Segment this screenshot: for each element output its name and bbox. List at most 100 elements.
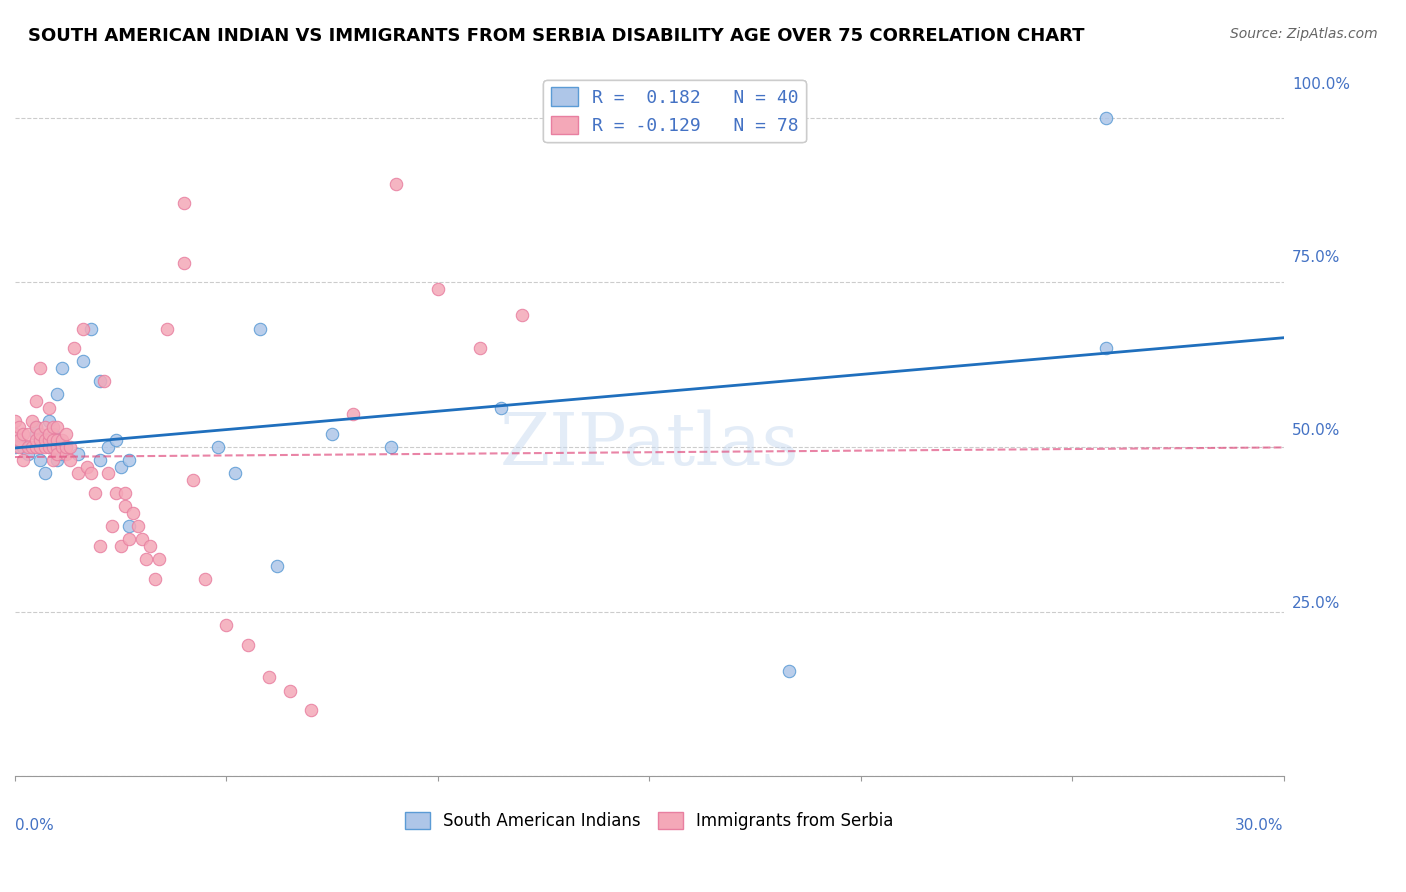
Point [55, 426, 77, 441]
Point [38, 434, 60, 448]
Point [55, 447, 77, 461]
Text: 50.0%: 50.0% [1292, 423, 1340, 438]
Point [46, 453, 69, 467]
Point [114, 500, 136, 514]
Point [8, 420, 31, 434]
Point [249, 321, 271, 335]
Point [13, 453, 35, 467]
Point [89, 539, 111, 553]
Point [21, 414, 44, 428]
Point [101, 519, 124, 533]
Point [127, 519, 149, 533]
Point [30, 426, 52, 441]
Point [67, 447, 90, 461]
Point [118, 519, 141, 533]
Point [89, 374, 111, 388]
Point [89, 453, 111, 467]
Text: 100.0%: 100.0% [1292, 78, 1350, 93]
Point [13, 440, 35, 454]
Point [38, 426, 60, 441]
Point [173, 196, 195, 211]
Point [97, 467, 120, 481]
Point [8, 440, 31, 454]
Point [80, 321, 103, 335]
Point [139, 539, 162, 553]
Point [468, 341, 491, 355]
Point [110, 459, 132, 474]
Point [38, 434, 60, 448]
Point [38, 401, 60, 415]
Point [278, 683, 301, 698]
Point [42, 434, 65, 448]
Point [34, 467, 56, 481]
Point [156, 321, 179, 335]
Point [21, 440, 44, 454]
Point [1095, 111, 1118, 125]
Point [8, 434, 31, 448]
Text: 25.0%: 25.0% [1292, 596, 1340, 611]
Point [236, 638, 259, 652]
Point [321, 426, 343, 441]
Point [266, 558, 288, 573]
Point [25, 393, 48, 408]
Point [114, 486, 136, 500]
Point [30, 440, 52, 454]
Point [38, 440, 60, 454]
Point [34, 440, 56, 454]
Point [17, 426, 39, 441]
Text: 0.0%: 0.0% [15, 818, 53, 832]
Point [25, 420, 48, 434]
Point [380, 440, 402, 454]
Point [25, 440, 48, 454]
Point [72, 354, 94, 368]
Point [30, 453, 52, 467]
Point [384, 177, 406, 191]
Point [110, 539, 132, 553]
Point [51, 434, 73, 448]
Point [59, 453, 82, 467]
Point [34, 434, 56, 448]
Point [25, 420, 48, 434]
Point [93, 374, 115, 388]
Point [491, 401, 513, 415]
Point [46, 447, 69, 461]
Point [72, 321, 94, 335]
Point [299, 703, 322, 717]
Text: Source: ZipAtlas.com: Source: ZipAtlas.com [1230, 27, 1378, 41]
Point [55, 440, 77, 454]
Point [4, 440, 27, 454]
Legend: R =  0.182   N = 40, R = -0.129   N = 78: R = 0.182 N = 40, R = -0.129 N = 78 [543, 80, 806, 143]
Point [97, 440, 120, 454]
Point [59, 440, 82, 454]
Point [4, 414, 27, 428]
Point [118, 532, 141, 546]
Point [778, 664, 800, 678]
Point [42, 453, 65, 467]
Point [42, 440, 65, 454]
Point [67, 467, 90, 481]
Point [30, 434, 52, 448]
Point [143, 572, 166, 586]
Point [8, 434, 31, 448]
Point [25, 440, 48, 454]
Point [46, 434, 69, 448]
Text: 75.0%: 75.0% [1292, 251, 1340, 265]
Point [46, 434, 69, 448]
Point [4, 426, 27, 441]
Point [84, 486, 107, 500]
Point [38, 440, 60, 454]
Point [42, 426, 65, 441]
Point [51, 447, 73, 461]
Point [80, 467, 103, 481]
Point [25, 426, 48, 441]
Point [76, 459, 98, 474]
Point [30, 361, 52, 376]
Point [215, 617, 238, 632]
Point [51, 440, 73, 454]
Point [46, 420, 69, 434]
Point [207, 440, 229, 454]
Point [17, 447, 39, 461]
Text: 30.0%: 30.0% [1234, 818, 1284, 832]
Point [25, 434, 48, 448]
Point [51, 361, 73, 376]
